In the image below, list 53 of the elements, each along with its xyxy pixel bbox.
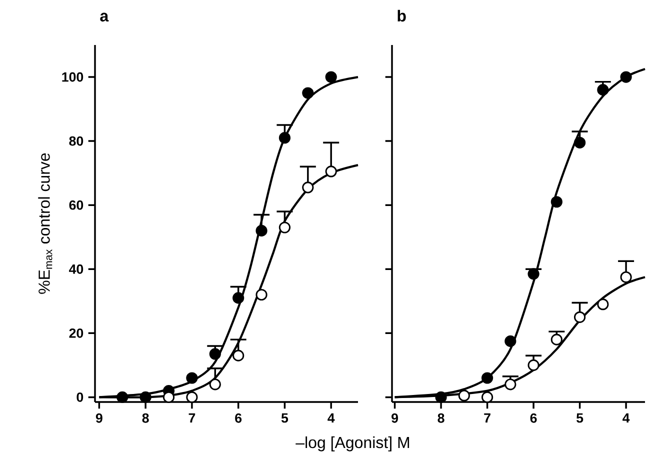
y-tick-label: 20 [69,328,84,338]
point [186,391,198,403]
point [325,166,337,178]
point [458,390,470,402]
y-tick-label: 100 [62,72,84,82]
x-tick-label: 6 [235,413,242,423]
y-axis-title: %E$_{max}$ control curve [38,153,52,294]
point [278,132,291,144]
x-tick-label: 7 [188,413,196,423]
y-tick-label: 0 [76,392,84,402]
chart-title: a [100,12,109,22]
point [256,288,268,301]
point [256,224,268,237]
point [550,334,562,346]
x-axis-title: –log [Agonist] M [296,436,410,452]
y-tick-label: 60 [69,200,84,210]
point [162,391,175,403]
point [232,292,244,304]
x-tick-label: 6 [530,413,537,423]
chart-title: b [398,10,406,22]
point [186,372,198,384]
point [140,391,152,403]
point [209,378,221,390]
point [574,311,586,323]
x-tick-label: 9 [96,413,102,423]
x-tick-label: 8 [438,413,444,423]
point [481,391,494,403]
y-tick-label: 40 [69,264,84,274]
x-tick-label: 9 [392,413,398,423]
x-tick-label: 4 [622,413,630,423]
x-tick-label: 8 [142,413,149,423]
point [232,350,244,362]
point [528,359,540,371]
x-tick-label: 7 [484,413,490,423]
point [325,71,337,83]
y-tick-label: 80 [69,136,84,146]
point [597,84,609,96]
point [504,378,516,390]
x-tick-label: 4 [328,413,335,423]
x-tick-label: 5 [576,413,584,423]
x-tick-label: 5 [281,413,288,423]
point [116,391,128,403]
point [528,268,540,280]
point [574,136,586,148]
point [550,196,562,208]
point [435,391,447,403]
point [597,298,609,310]
point [302,87,314,99]
point [481,372,494,384]
point [302,182,314,194]
point [504,335,516,347]
point [278,222,291,234]
point [209,348,221,360]
